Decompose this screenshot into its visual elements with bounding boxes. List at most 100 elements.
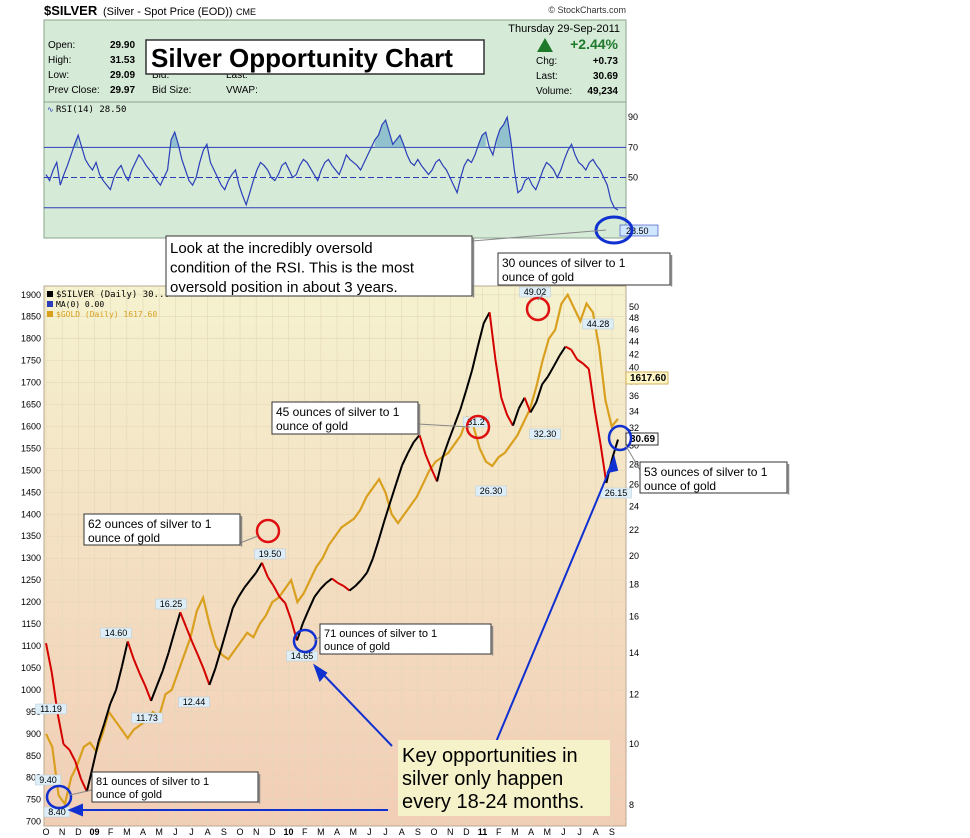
date-tick-label: A: [399, 827, 405, 837]
callout-text: ounce of gold: [276, 419, 348, 433]
arrow-to-2010: [319, 670, 393, 747]
rsi-reference-lines: [44, 146, 626, 209]
data-label-box: [178, 696, 210, 708]
silver-segment: [319, 582, 327, 590]
data-label-box: [131, 712, 163, 724]
gold-tick-label: 1600: [21, 421, 41, 431]
quote-label: Bid Size:: [152, 85, 191, 96]
gold-tick-label: 1450: [21, 487, 41, 497]
silver-segment: [494, 359, 503, 398]
data-label-box: [582, 318, 614, 330]
silver-segment: [389, 483, 398, 503]
gold-series: [45, 292, 619, 807]
silver-tick-label: 22: [629, 525, 639, 535]
rsi-last-value-tag: 28.50: [619, 224, 659, 237]
callout-box: [398, 740, 610, 816]
date-axis-ticks: O N D 09 F M A M J J A S O N D 10 F M A M J J A S O N D 11 F M A M J J A S: [42, 827, 614, 837]
silver-segment: [313, 588, 322, 598]
chart-title: Silver Opportunity Chart: [151, 43, 453, 73]
date-tick-label: M: [155, 827, 163, 837]
change-percent: +2.44%: [570, 36, 618, 52]
silver-segment: [418, 434, 427, 455]
silver-segment: [261, 562, 269, 578]
date-tick-label: S: [415, 827, 421, 837]
silver-segment: [301, 609, 310, 624]
date-tick-label: A: [205, 827, 211, 837]
silver-segment: [547, 365, 555, 378]
date-tick-label: 09: [89, 827, 99, 837]
quote-label: Low:: [48, 70, 69, 81]
gold-tick-label: 1350: [21, 531, 41, 541]
silver-segment: [109, 689, 117, 705]
gold-tick-label: 750: [26, 795, 41, 805]
silver-segment: [564, 345, 572, 351]
silver-segment: [307, 596, 316, 611]
callout-box: [319, 623, 492, 655]
data-label-box: [529, 428, 561, 440]
callout-text: ounce of gold: [502, 270, 574, 284]
silver-segment: [325, 577, 333, 584]
silver-tick-label: 50: [629, 302, 639, 312]
gold-tick-label: 1650: [21, 400, 41, 410]
rsi-overbought-fill: [496, 117, 511, 148]
silver-tick-label: 48: [629, 313, 639, 323]
silver-segment: [243, 579, 252, 589]
gold-tick-label: 1900: [21, 290, 41, 300]
data-label: 44.28: [587, 319, 610, 329]
date-tick-label: F: [302, 827, 308, 837]
quote-value: 29.09: [110, 70, 135, 81]
callout-text: ounce of gold: [644, 479, 716, 493]
silver-segment: [62, 743, 71, 751]
gold-tick-label: 850: [26, 751, 41, 761]
up-arrow-icon: [537, 38, 553, 52]
quote-value: 29.90: [110, 40, 135, 51]
quote-value: +0.73: [593, 56, 619, 67]
gold-tick-label: 700: [26, 817, 41, 827]
callout-text: 71 ounces of silver to 1: [324, 628, 437, 640]
silver-tick-label: 40: [629, 363, 639, 373]
callout-text: 45 ounces of silver to 1: [276, 405, 400, 419]
legend-swatch: [47, 291, 53, 297]
data-label: 32.30: [534, 429, 557, 439]
silver-segment: [191, 640, 199, 656]
silver-segment: [424, 453, 433, 469]
gold-tick-label: 1750: [21, 356, 41, 366]
date-tick-label: S: [609, 827, 615, 837]
date-tick-label: O: [42, 827, 49, 837]
quote-label: High:: [48, 55, 71, 66]
silver-tick-label: 44: [629, 337, 639, 347]
silver-segment: [272, 585, 281, 598]
silver-segment: [208, 668, 217, 686]
silver-segment: [132, 658, 141, 674]
gold-tick-label: 1800: [21, 334, 41, 344]
date-tick-label: J: [173, 827, 178, 837]
rsi-axis-ticks: 90 70 50: [628, 112, 638, 182]
gold-last-value-tag: 1617.60: [625, 371, 669, 385]
silver-segment: [576, 358, 584, 365]
silver-segment: [220, 628, 228, 650]
silver-segment: [541, 375, 549, 385]
silver-segment: [249, 572, 257, 581]
silver-tick-label: 8: [629, 800, 634, 810]
silver-tick-label: 10: [629, 739, 639, 749]
date-tick-label: O: [237, 827, 244, 837]
callout-box: [91, 771, 259, 803]
silver-segment: [401, 452, 409, 466]
date-tick-label: M: [123, 827, 131, 837]
gold-tick-label: 1250: [21, 575, 41, 585]
rsi-last-value: 28.50: [626, 226, 649, 236]
gold-tick-label: 1550: [21, 443, 41, 453]
quote-value: 31.53: [110, 55, 135, 66]
quote-label: Prev Close:: [48, 85, 100, 96]
silver-segment: [348, 585, 356, 592]
silver-segment: [266, 576, 275, 587]
data-label-box: [155, 598, 187, 610]
silver-segment: [150, 685, 158, 702]
connector-30oz: [537, 291, 546, 301]
peak-circle-49: [525, 296, 551, 322]
silver-tick-label: 46: [629, 325, 639, 335]
circle-14: [292, 628, 318, 654]
